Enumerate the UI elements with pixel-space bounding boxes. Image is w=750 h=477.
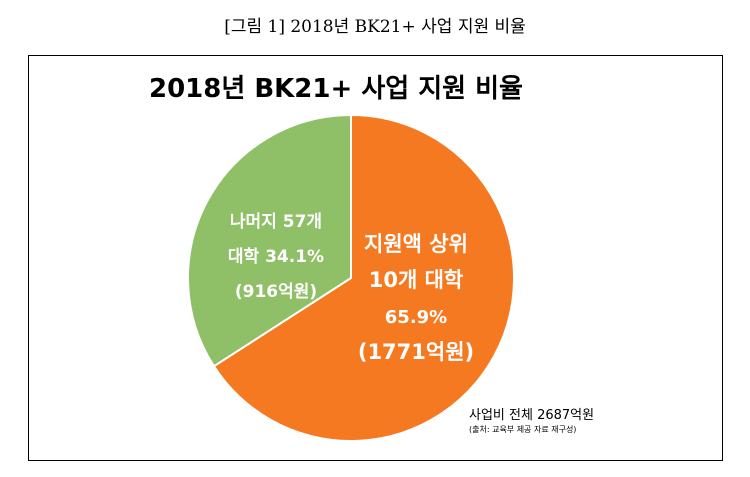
figure-caption: [그림 1] 2018년 BK21+ 사업 지원 비율 [224, 17, 526, 37]
slice-1-label-line-2: 10개 대학 [369, 268, 464, 292]
slice-1-label-line-4: (1771억원) [358, 340, 474, 364]
total-budget-note: 사업비 전체 2687억원 [469, 408, 595, 423]
slice-2-label-line-2: 대학 34.1% [228, 247, 324, 267]
chart-title: 2018년 BK21+ 사업 지원 비율 [149, 74, 523, 104]
source-note: (출처: 교육부 제공 자료 재구성) [469, 425, 577, 434]
pie-slice-2 [187, 113, 352, 368]
slice-2-label-line-3: (916억원) [235, 282, 317, 302]
slice-1-label-line-3: 65.9% [385, 307, 447, 328]
pie-slice-1 [212, 113, 515, 442]
slice-2-label-line-1: 나머지 57개 [230, 212, 322, 232]
chart-frame: 2018년 BK21+ 사업 지원 비율 지원액 상위 10개 대학 65.9% (1… [28, 55, 723, 461]
slice-1-label-line-1: 지원액 상위 [364, 232, 468, 256]
